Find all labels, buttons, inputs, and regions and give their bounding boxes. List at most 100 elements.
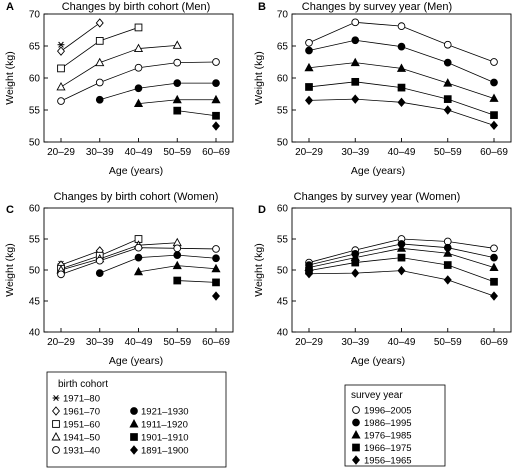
panel-a-data-point <box>95 57 105 67</box>
panel-d-data-point <box>351 258 360 267</box>
panel-c-ytick-label: 50 <box>29 266 41 277</box>
panel-b-ytick-label: 65 <box>277 42 289 53</box>
panel-a-title: Changes by birth cohort (Men) <box>62 1 211 13</box>
legend-cohort-label: 1961–70 <box>63 407 100 418</box>
panel-a-series <box>57 58 220 105</box>
panel-b-xtick-label: 20–29 <box>295 147 323 158</box>
panel-c-data-point <box>212 254 220 263</box>
panel-d-data-point <box>490 244 498 253</box>
panel-c-series-line <box>99 254 217 274</box>
panel-b-data-point <box>397 42 406 51</box>
panel-c-xtick-label: 40–49 <box>125 337 153 348</box>
panel-c-series <box>95 251 220 277</box>
panel-a-series <box>56 40 182 91</box>
legend-cohort-box <box>46 371 227 468</box>
legend-birth-cohort: birth cohort 1971–80 1961–70 1951–60 1941–5… <box>46 371 227 468</box>
panel-c-data-point <box>211 263 221 273</box>
panel-a-data-point <box>57 41 65 48</box>
panel-c-data-point <box>134 243 143 252</box>
panel-c-ytick-label: 45 <box>29 297 41 308</box>
panel-d-data-point <box>490 291 498 301</box>
panel-d-xtick-label: 20–29 <box>295 337 323 348</box>
panel-b-data-point <box>351 18 360 27</box>
panel-a-data-point <box>95 37 104 45</box>
panel-c-data-point <box>95 269 104 277</box>
panel-b-ytick-label: 50 <box>277 138 289 149</box>
panel-a-series-line <box>60 44 178 88</box>
panel-c-series <box>212 291 220 301</box>
legend-cohort-items: 1971–80 1961–70 1951–60 1941–50 1931–40 1921–… <box>51 394 189 457</box>
panel-b-data-point <box>490 120 498 131</box>
legend-cohort-label: 1931–40 <box>63 446 100 457</box>
panel-a-data-point <box>212 121 220 131</box>
legend-marker <box>52 446 60 454</box>
panel-a-data-point <box>133 98 144 108</box>
panel-a-series <box>212 121 220 131</box>
panel-d-data-point <box>443 275 452 285</box>
panel-d-data-point <box>397 265 406 276</box>
legend-marker <box>52 394 60 402</box>
panel-c-xtick-label: 50–59 <box>163 337 191 348</box>
legend-marker <box>52 420 60 428</box>
panel-a-data-point <box>134 63 143 72</box>
panel-b-data-point <box>305 38 313 47</box>
legend-marker <box>129 419 139 428</box>
panel-c-data-point <box>173 244 182 253</box>
panel-b-series <box>305 77 498 119</box>
panel-a-data-point <box>95 95 104 104</box>
legend-cohort-label: 1911–1920 <box>141 420 188 431</box>
panel-c-series-line <box>60 250 100 266</box>
legend-marker <box>51 432 61 441</box>
panel-c-ytick-label: 55 <box>29 235 41 246</box>
panel-b-data-point <box>397 83 406 92</box>
panel-b-ylabel: Weight (kg) <box>253 51 265 105</box>
panel-d-data-point <box>397 253 406 262</box>
panel-a-data-point <box>172 40 182 49</box>
legend-survey-title: survey year <box>351 390 403 401</box>
panel-a-data-point <box>56 82 66 91</box>
panel-c-data-point <box>172 260 182 270</box>
panel-a-series <box>95 79 220 104</box>
panel-b-data-point <box>304 62 314 72</box>
panel-b-data-point <box>351 77 360 86</box>
panel-d-data-point <box>490 253 498 262</box>
legend-survey-label: 1966–1975 <box>364 443 412 454</box>
panel-d-title: Changes by survey year (Women) <box>294 191 461 203</box>
panel-d-xtick-label: 60–69 <box>480 337 508 348</box>
panel-d-data-point <box>351 268 360 278</box>
panel-d-xlabel: Age (years) <box>351 355 405 367</box>
panel-d-ytick-label: 40 <box>277 328 289 339</box>
panel-letter-b: B <box>258 1 266 13</box>
panel-b-data-point <box>489 93 499 102</box>
panel-b-data-point <box>351 94 360 104</box>
panel-a-data-point <box>57 46 65 56</box>
panel-a-xtick-label: 40–49 <box>125 147 153 158</box>
legend-cohort-label: 1921–1930 <box>141 407 189 418</box>
panel-c-ylabel: Weight (kg) <box>4 243 16 297</box>
legend-cohort-title: birth cohort <box>58 379 108 390</box>
panel-b-data-point <box>443 105 452 115</box>
panel-d-ytick-label: 55 <box>277 235 289 246</box>
panel-c-xtick-label: 20–29 <box>47 337 75 348</box>
panel-a-series <box>57 23 143 73</box>
panel-c-series <box>173 276 220 287</box>
legend-cohort-entry: 1891–1900 <box>130 445 189 457</box>
panel-a-data-point <box>95 78 104 87</box>
legend-marker <box>352 455 360 465</box>
panel-b-data-point <box>443 95 452 103</box>
panel-a-series <box>173 106 220 120</box>
panel-b-xtick-label: 40–49 <box>388 147 416 158</box>
panel-b-data-point <box>490 58 498 66</box>
panel-d-data-point <box>489 262 499 271</box>
panel-b-data-point <box>443 58 452 67</box>
panel-letter-d: D <box>258 204 266 216</box>
panel-b-data-point <box>397 97 406 108</box>
panel-a-data-point <box>212 111 220 120</box>
panel-b-data-point <box>305 95 313 106</box>
panel-a-data-point <box>212 58 220 66</box>
panel-b-series <box>304 57 499 102</box>
panel-c-series <box>133 260 221 276</box>
panel-d-xtick-label: 50–59 <box>434 337 462 348</box>
